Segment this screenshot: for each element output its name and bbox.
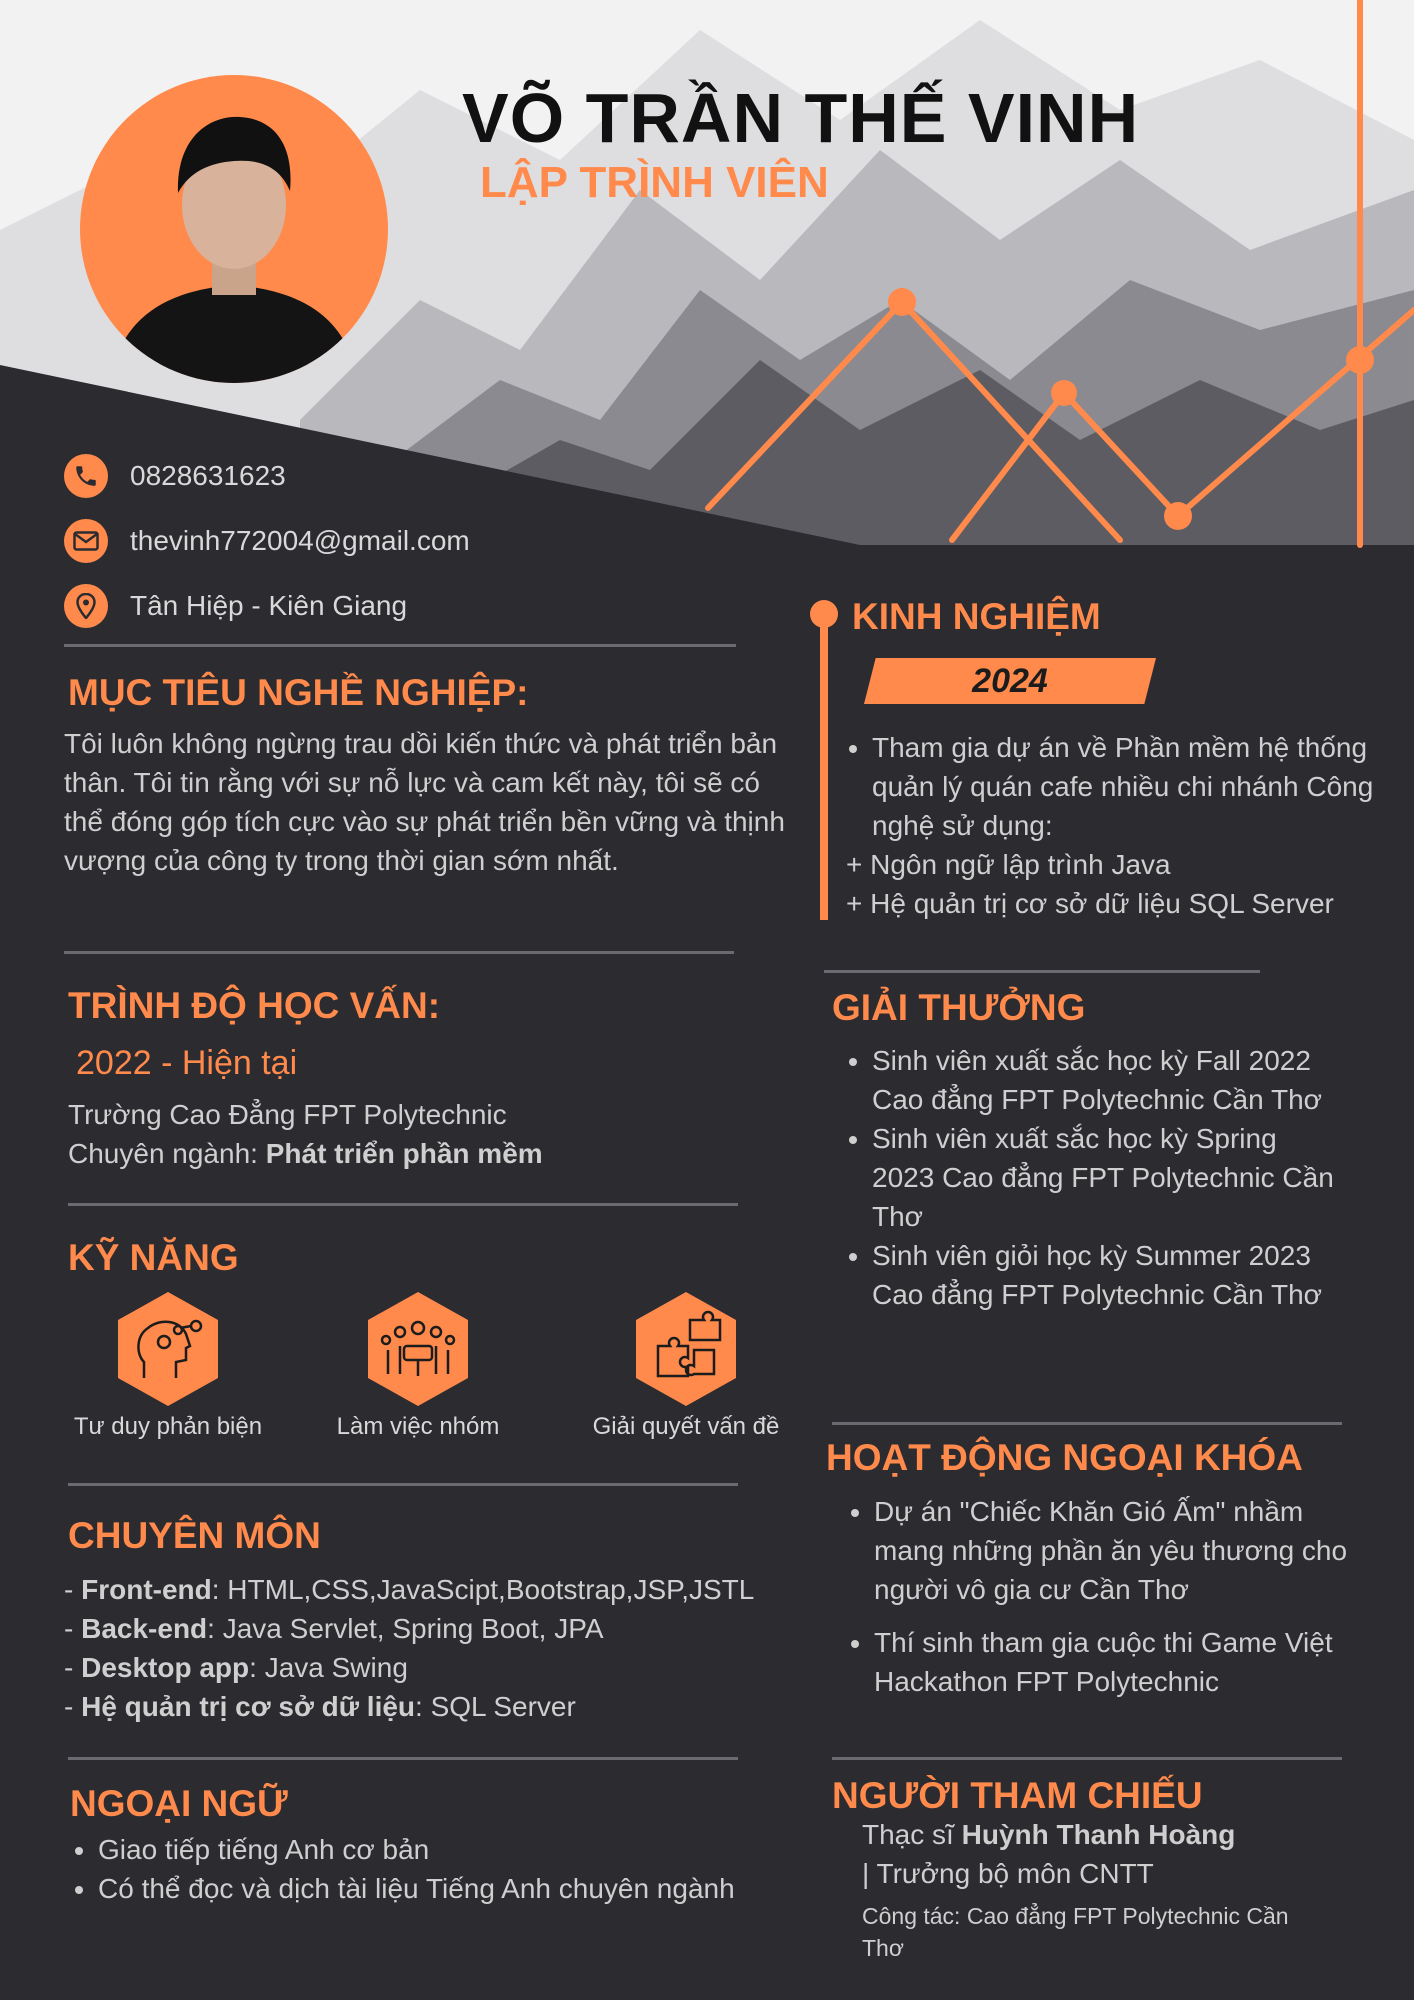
languages-title: NGOẠI NGỮ (70, 1783, 288, 1824)
divider (68, 1203, 738, 1206)
experience-content: Tham gia dự án về Phần mềm hệ thống quản… (838, 728, 1378, 923)
expertise-item: - Desktop app: Java Swing (64, 1652, 408, 1683)
education-major-value: Phát triển phần mềm (265, 1138, 543, 1169)
avatar (80, 75, 388, 383)
reference-prefix: Thạc sĩ (862, 1819, 962, 1850)
languages-list: Giao tiếp tiếng Anh cơ bản Có thể đọc và… (64, 1830, 764, 1908)
divider (832, 1422, 1342, 1425)
reference-workplace: Công tác: Cao đẳng FPT Polytechnic Cần T… (862, 1903, 1289, 1961)
objective-text: Tôi luôn không ngừng trau dồi kiến thức … (64, 728, 785, 876)
contact-address-row: Tân Hiệp - Kiên Giang (64, 584, 407, 628)
list-item: Sinh viên xuất sắc học kỳ Fall 2022 Cao … (872, 1041, 1338, 1119)
objective-title: MỤC TIÊU NGHỀ NGHIỆP: (68, 672, 529, 713)
reference-title: NGƯỜI THAM CHIẾU (832, 1775, 1203, 1816)
mail-icon (64, 519, 108, 563)
phone-number: 0828631623 (130, 460, 286, 491)
divider (64, 951, 734, 954)
email-address: thevinh772004@gmail.com (130, 525, 470, 556)
skill-label: Làm việc nhóm (336, 1413, 500, 1440)
mountain-header-background (0, 0, 1414, 560)
skill-label: Giải quyết vấn đề (592, 1413, 780, 1440)
experience-line: + Hệ quản trị cơ sở dữ liệu SQL Server (846, 888, 1334, 919)
reference-name: Huỳnh Thanh Hoàng (961, 1819, 1236, 1850)
puzzle-icon (636, 1292, 736, 1406)
list-item: Sinh viên giỏi học kỳ Summer 2023 Cao đẳ… (872, 1236, 1338, 1314)
education-major: Chuyên ngành: Phát triển phần mềm (68, 1134, 543, 1173)
list-item: Giao tiếp tiếng Anh cơ bản (98, 1830, 764, 1869)
expertise-title: CHUYÊN MÔN (68, 1515, 321, 1556)
divider (824, 970, 1260, 973)
divider (68, 1757, 738, 1760)
list-item: Thí sinh tham gia cuộc thi Game Việt Hac… (874, 1623, 1350, 1701)
skill-critical-thinking: Tư duy phản biện (58, 1290, 278, 1441)
list-item: Tham gia dự án về Phần mềm hệ thống quản… (872, 728, 1378, 845)
expertise-item: - Front-end: HTML,CSS,JavaScipt,Bootstra… (64, 1574, 755, 1605)
skill-problem-solving: Giải quyết vấn đề (576, 1290, 796, 1441)
team-icon (368, 1292, 468, 1406)
address: Tân Hiệp - Kiên Giang (130, 590, 408, 621)
expertise-item: - Hệ quản trị cơ sở dữ liệu: SQL Server (64, 1691, 576, 1722)
brain-gears-icon (118, 1292, 218, 1406)
expertise-item: - Back-end: Java Servlet, Spring Boot, J… (64, 1613, 604, 1644)
activities-list: Dự án "Chiếc Khăn Gió Ấm" nhầm mang nhữn… (840, 1492, 1350, 1701)
contact-email-row: thevinh772004@gmail.com (64, 519, 470, 563)
candidate-name: VÕ TRẦN THẾ VINH (462, 79, 1140, 157)
experience-line: + Ngôn ngữ lập trình Java (846, 849, 1171, 880)
skills-title: KỸ NĂNG (68, 1237, 239, 1278)
awards-list: Sinh viên xuất sắc học kỳ Fall 2022 Cao … (838, 1041, 1338, 1314)
divider (832, 1757, 1342, 1760)
divider (68, 1483, 738, 1486)
experience-year-badge: 2024 (864, 658, 1156, 704)
education-school: Trường Cao Đẳng FPT Polytechnic (68, 1099, 507, 1130)
reference-position: | Trưởng bộ môn CNTT (862, 1858, 1154, 1889)
education-major-label: Chuyên ngành: (68, 1138, 266, 1169)
expertise-list: - Front-end: HTML,CSS,JavaScipt,Bootstra… (64, 1570, 754, 1726)
contact-phone-row: 0828631623 (64, 454, 286, 498)
awards-title: GIẢI THƯỞNG (832, 987, 1086, 1028)
divider (64, 644, 736, 647)
phone-icon (64, 454, 108, 498)
list-item: Dự án "Chiếc Khăn Gió Ấm" nhầm mang nhữn… (874, 1492, 1350, 1609)
skill-teamwork: Làm việc nhóm (318, 1290, 518, 1441)
location-pin-icon (64, 584, 108, 628)
experience-title: KINH NGHIỆM (852, 596, 1101, 637)
activities-title: HOẠT ĐỘNG NGOẠI KHÓA (826, 1437, 1303, 1478)
list-item: Sinh viên xuất sắc học kỳ Spring 2023 Ca… (872, 1119, 1338, 1236)
education-period: 2022 - Hiện tại (76, 1044, 298, 1082)
education-title: TRÌNH ĐỘ HỌC VẤN: (68, 985, 441, 1026)
skill-label: Tư duy phản biện (73, 1413, 263, 1440)
list-item: Có thể đọc và dịch tài liệu Tiếng Anh ch… (98, 1869, 764, 1908)
candidate-role: LẬP TRÌNH VIÊN (480, 158, 829, 207)
timeline-line (820, 614, 828, 920)
reference-name-line: Thạc sĩ Huỳnh Thanh Hoàng (862, 1815, 1235, 1854)
person-silhouette-icon (110, 116, 358, 383)
